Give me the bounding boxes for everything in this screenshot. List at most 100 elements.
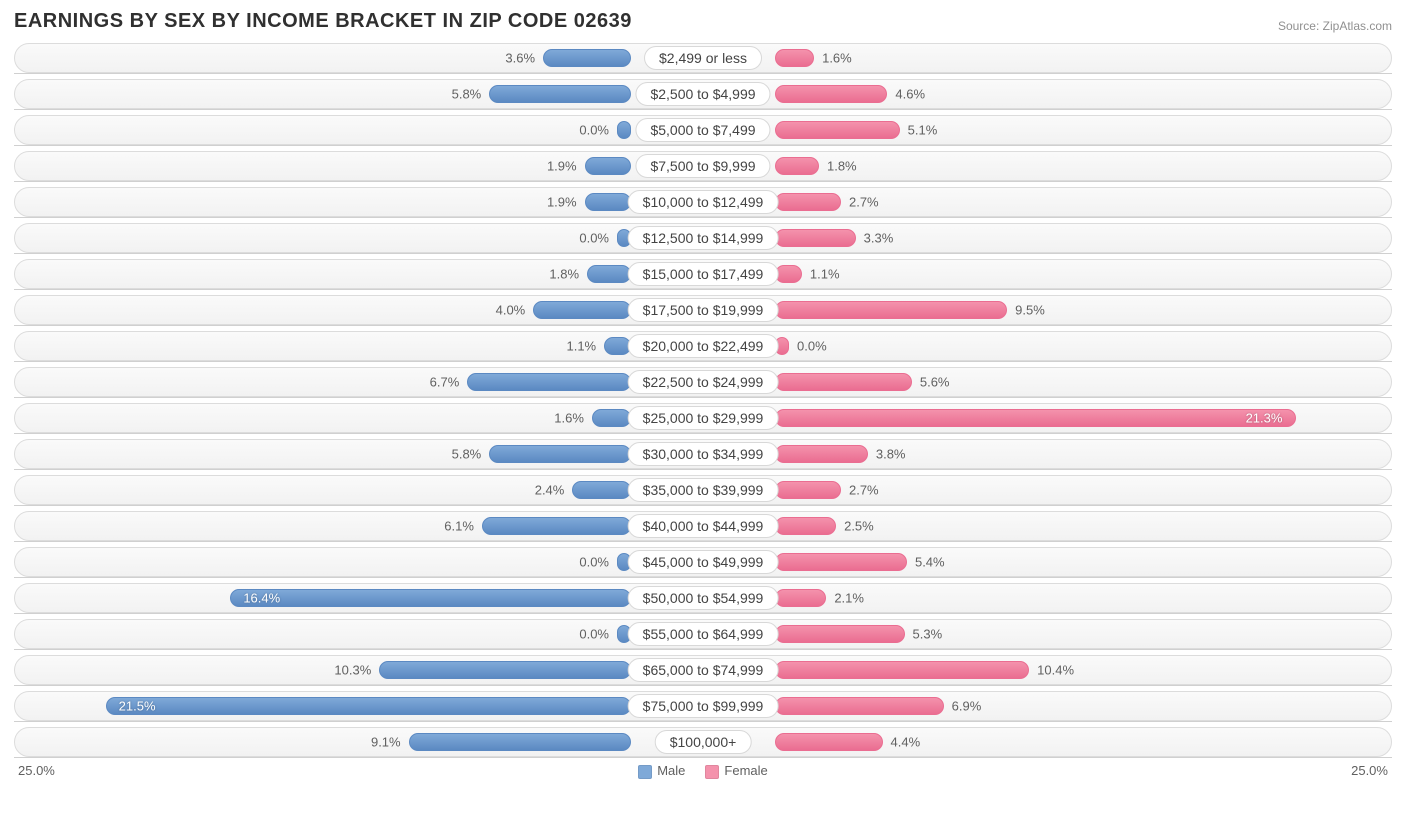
male-pct: 6.7% (430, 375, 460, 390)
male-bar (489, 445, 631, 463)
chart-row: $50,000 to $54,99916.4%2.1% (14, 583, 1392, 613)
female-bar (775, 697, 944, 715)
bracket-label: $7,500 to $9,999 (635, 154, 770, 178)
male-pct: 1.8% (549, 267, 579, 282)
female-swatch (705, 765, 719, 779)
female-bar (775, 733, 883, 751)
male-bar (572, 481, 631, 499)
chart-row: $45,000 to $49,9990.0%5.4% (14, 547, 1392, 577)
female-bar (775, 589, 826, 607)
female-pct: 2.1% (834, 591, 864, 606)
male-pct: 2.4% (535, 483, 565, 498)
male-pct: 10.3% (334, 663, 371, 678)
bracket-label: $25,000 to $29,999 (628, 406, 779, 430)
bracket-label: $30,000 to $34,999 (628, 442, 779, 466)
female-bar (775, 409, 1296, 427)
male-pct: 21.5% (119, 699, 156, 714)
female-pct: 1.1% (810, 267, 840, 282)
female-pct: 2.5% (844, 519, 874, 534)
female-pct: 10.4% (1037, 663, 1074, 678)
female-bar (775, 481, 841, 499)
male-bar (379, 661, 631, 679)
chart-footer: 25.0% Male Female 25.0% (14, 763, 1392, 779)
chart-row: $75,000 to $99,99921.5%6.9% (14, 691, 1392, 721)
male-bar (106, 697, 631, 715)
female-bar (775, 121, 900, 139)
female-pct: 5.4% (915, 555, 945, 570)
female-pct: 2.7% (849, 483, 879, 498)
chart-row: $20,000 to $22,4991.1%0.0% (14, 331, 1392, 361)
bracket-label: $65,000 to $74,999 (628, 658, 779, 682)
chart-row: $40,000 to $44,999 6.1% 2.5% (14, 511, 1392, 541)
bracket-label: $12,500 to $14,999 (628, 226, 779, 250)
chart-row: $35,000 to $39,999 2.4% 2.7% (14, 475, 1392, 505)
male-pct: 9.1% (371, 735, 401, 750)
male-bar (489, 85, 631, 103)
female-bar (775, 445, 868, 463)
male-pct: 5.8% (452, 87, 482, 102)
female-pct: 0.0% (797, 339, 827, 354)
axis-max-right: 25.0% (1351, 763, 1388, 778)
legend: Male Female (638, 763, 768, 779)
chart-title: EARNINGS BY SEX BY INCOME BRACKET IN ZIP… (14, 10, 632, 33)
male-swatch (638, 765, 652, 779)
male-bar (230, 589, 631, 607)
chart-row: $15,000 to $17,499 1.8% 1.1% (14, 259, 1392, 289)
male-pct: 4.0% (496, 303, 526, 318)
male-pct: 0.0% (579, 627, 609, 642)
male-pct: 1.1% (566, 339, 596, 354)
chart-row: $2,499 or less3.6%1.6% (14, 43, 1392, 73)
female-bar (775, 301, 1007, 319)
male-bar (585, 157, 631, 175)
chart-row: $100,000+9.1%4.4% (14, 727, 1392, 757)
female-pct: 21.3% (1246, 411, 1283, 426)
male-pct: 6.1% (444, 519, 474, 534)
bracket-label: $22,500 to $24,999 (628, 370, 779, 394)
bracket-label: $55,000 to $64,999 (628, 622, 779, 646)
female-bar (775, 157, 819, 175)
female-pct: 5.1% (908, 123, 938, 138)
legend-female-label: Female (724, 763, 767, 778)
female-bar (775, 373, 912, 391)
chart-row: $5,000 to $7,4990.0%5.1% (14, 115, 1392, 145)
female-pct: 1.8% (827, 159, 857, 174)
chart-row: $12,500 to $14,9990.0%3.3% (14, 223, 1392, 253)
female-bar (775, 193, 841, 211)
chart-row: $22,500 to $24,9996.7%5.6% (14, 367, 1392, 397)
male-bar (409, 733, 631, 751)
male-pct: 1.9% (547, 159, 577, 174)
male-bar (592, 409, 631, 427)
female-bar (775, 85, 887, 103)
male-pct: 1.6% (554, 411, 584, 426)
chart-row: $65,000 to $74,999 10.3% 10.4% (14, 655, 1392, 685)
male-pct: 1.9% (547, 195, 577, 210)
diverging-bar-chart: $2,499 or less3.6%1.6%$2,500 to $4,9995.… (14, 43, 1392, 757)
female-bar (775, 553, 907, 571)
bracket-label: $5,000 to $7,499 (635, 118, 770, 142)
male-bar (585, 193, 631, 211)
bracket-label: $45,000 to $49,999 (628, 550, 779, 574)
female-pct: 6.9% (952, 699, 982, 714)
chart-row: $7,500 to $9,999 1.9% 1.8% (14, 151, 1392, 181)
axis-max-left: 25.0% (18, 763, 55, 778)
female-bar (775, 625, 905, 643)
chart-row: $10,000 to $12,4991.9%2.7% (14, 187, 1392, 217)
header: EARNINGS BY SEX BY INCOME BRACKET IN ZIP… (14, 10, 1392, 33)
legend-male: Male (638, 763, 685, 779)
chart-row: $25,000 to $29,999 1.6% 21.3% (14, 403, 1392, 433)
female-pct: 2.7% (849, 195, 879, 210)
male-bar (617, 121, 631, 139)
bracket-label: $50,000 to $54,999 (628, 586, 779, 610)
bracket-label: $35,000 to $39,999 (628, 478, 779, 502)
chart-source: Source: ZipAtlas.com (1278, 19, 1392, 33)
chart-row: $30,000 to $34,9995.8%3.8% (14, 439, 1392, 469)
bracket-label: $40,000 to $44,999 (628, 514, 779, 538)
male-bar (533, 301, 631, 319)
female-bar (775, 229, 856, 247)
chart-row: $17,500 to $19,9994.0%9.5% (14, 295, 1392, 325)
female-pct: 5.3% (913, 627, 943, 642)
female-bar (775, 49, 814, 67)
female-pct: 3.3% (864, 231, 894, 246)
bracket-label: $15,000 to $17,499 (628, 262, 779, 286)
chart-row: $55,000 to $64,999 0.0% 5.3% (14, 619, 1392, 649)
